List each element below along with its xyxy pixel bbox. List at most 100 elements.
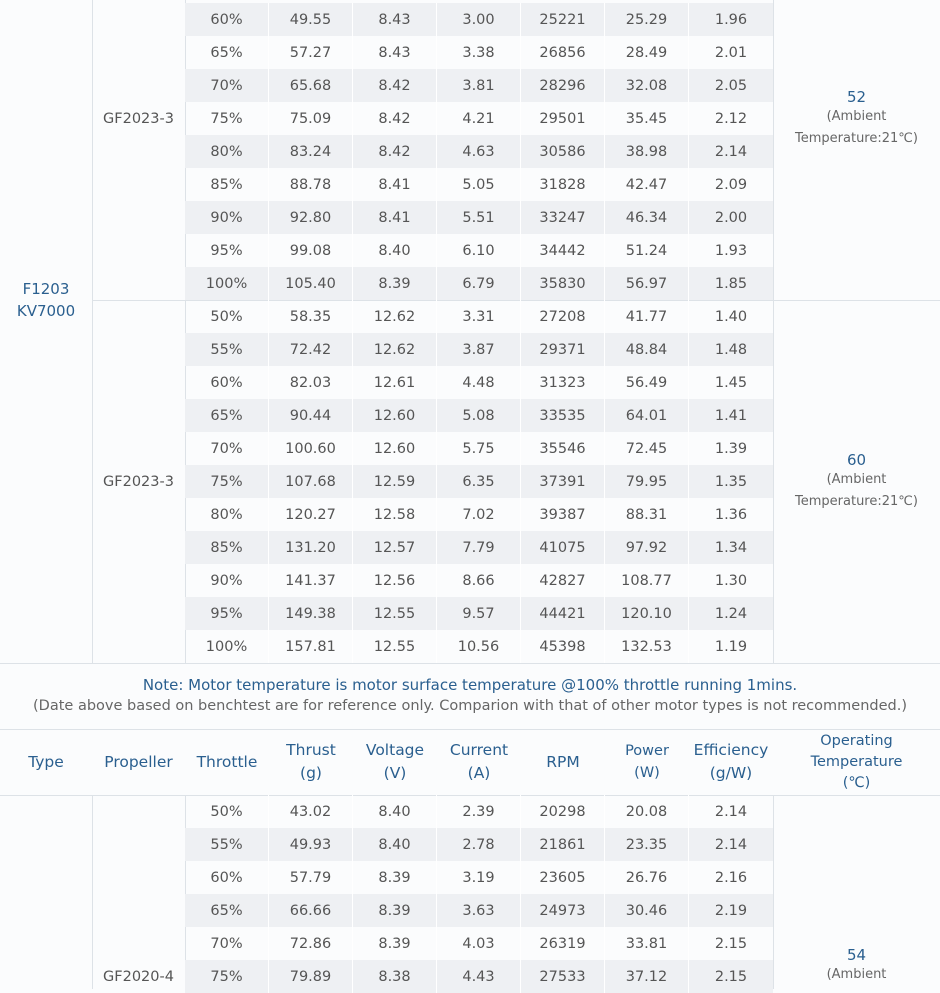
rpm-cell: 31828 [521, 168, 605, 201]
power-cell: 37.12 [605, 960, 689, 993]
throttle-cell: 90% [185, 201, 269, 234]
thrust-cell: 107.68 [269, 465, 353, 498]
power-cell: 28.49 [605, 36, 689, 69]
header-propeller: Propeller [104, 752, 173, 771]
table-row: 65% 90.44 12.60 5.08 33535 64.01 1.41 [185, 399, 773, 432]
rpm-cell: 42827 [521, 564, 605, 597]
voltage-cell: 8.43 [353, 3, 437, 36]
rpm-cell: 45398 [521, 630, 605, 663]
propeller-label: GF2023-3 [103, 473, 174, 490]
row-divider [0, 729, 940, 730]
propeller-cell: GF2023-3 [92, 465, 185, 498]
propeller-cell: GF2020-4 [92, 960, 185, 993]
rpm-cell: 39387 [521, 498, 605, 531]
motor-kv: KV7000 [16, 302, 76, 320]
ambient-temperature: Temperature:21℃) [795, 494, 918, 509]
power-cell: 35.45 [605, 102, 689, 135]
efficiency-cell: 1.45 [714, 374, 748, 391]
table-row: 85% 88.78 8.41 5.05 31828 42.47 2.09 [185, 168, 773, 201]
efficiency-cell: 1.41 [714, 407, 748, 424]
efficiency-cell: 1.93 [714, 242, 748, 259]
header-voltage-label: Voltage [365, 741, 425, 759]
table-row: 75% 79.89 8.38 4.43 27533 37.12 2.15 [185, 960, 773, 993]
voltage-cell: 8.42 [353, 102, 437, 135]
thrust-cell: 79.89 [269, 960, 353, 993]
table-row: 65% 57.27 8.43 3.38 26856 28.49 2.01 [185, 36, 773, 69]
efficiency-cell: 2.14 [714, 836, 748, 853]
header-power: Power (W) [605, 729, 689, 795]
row-divider [0, 795, 940, 796]
current-cell: 5.05 [437, 168, 521, 201]
column-divider [185, 0, 186, 663]
current-cell: 6.79 [437, 267, 521, 300]
voltage-cell: 8.39 [353, 894, 437, 927]
table-row: 65% 66.66 8.39 3.63 24973 30.46 2.19 [185, 894, 773, 927]
table-row: 70% 65.68 8.42 3.81 28296 32.08 2.05 [185, 69, 773, 102]
voltage-cell: 12.58 [353, 498, 437, 531]
propeller-label: GF2023-3 [103, 110, 174, 127]
efficiency-cell: 2.14 [714, 803, 748, 820]
header-voltage-unit: (V) [383, 764, 407, 782]
voltage-cell: 8.41 [353, 168, 437, 201]
table-row: 90% 141.37 12.56 8.66 42827 108.77 1.30 [185, 564, 773, 597]
header-power-unit: (W) [634, 765, 660, 781]
thrust-cell: 82.03 [269, 366, 353, 399]
column-divider [185, 795, 186, 989]
table-row: 95% 149.38 12.55 9.57 44421 120.10 1.24 [185, 597, 773, 630]
thrust-cell: 43.02 [269, 795, 353, 828]
current-cell: 5.08 [437, 399, 521, 432]
throttle-cell: 65% [185, 894, 269, 927]
throttle-cell: 65% [185, 399, 269, 432]
header-rpm: RPM [546, 752, 580, 771]
rpm-cell: 26856 [521, 36, 605, 69]
header-efficiency-label: Efficiency [693, 741, 769, 759]
efficiency-cell: 1.48 [714, 341, 748, 358]
power-cell: 38.98 [605, 135, 689, 168]
voltage-cell: 12.55 [353, 630, 437, 663]
rpm-cell: 34442 [521, 234, 605, 267]
efficiency-cell: 1.85 [714, 275, 748, 292]
current-cell: 3.38 [437, 36, 521, 69]
power-cell: 33.81 [605, 927, 689, 960]
power-cell: 79.95 [605, 465, 689, 498]
current-cell: 3.19 [437, 861, 521, 894]
power-cell: 72.45 [605, 432, 689, 465]
throttle-cell: 70% [185, 927, 269, 960]
throttle-cell: 70% [185, 432, 269, 465]
propeller-cell: GF2023-3 [92, 102, 185, 135]
thrust-cell: 72.42 [269, 333, 353, 366]
thrust-cell: 120.27 [269, 498, 353, 531]
current-cell: 8.66 [437, 564, 521, 597]
voltage-cell: 8.40 [353, 795, 437, 828]
throttle-cell: 60% [185, 366, 269, 399]
voltage-cell: 8.42 [353, 69, 437, 102]
rpm-cell: 33247 [521, 201, 605, 234]
efficiency-cell: 2.16 [714, 869, 748, 886]
thrust-cell: 57.79 [269, 861, 353, 894]
current-cell: 4.03 [437, 927, 521, 960]
rpm-cell: 30586 [521, 135, 605, 168]
power-cell: 25.29 [605, 3, 689, 36]
rpm-cell: 27533 [521, 960, 605, 993]
voltage-cell: 12.59 [353, 465, 437, 498]
throttle-cell: 85% [185, 531, 269, 564]
efficiency-cell: 2.12 [714, 110, 748, 127]
table-row: 55% 72.42 12.62 3.87 29371 48.84 1.48 [185, 333, 773, 366]
throttle-cell: 70% [185, 69, 269, 102]
power-cell: 120.10 [605, 597, 689, 630]
current-cell: 2.78 [437, 828, 521, 861]
voltage-cell: 8.42 [353, 135, 437, 168]
efficiency-cell: 2.05 [714, 77, 748, 94]
rpm-cell: 20298 [521, 795, 605, 828]
current-cell: 2.39 [437, 795, 521, 828]
efficiency-cell: 1.24 [714, 605, 748, 622]
thrust-cell: 99.08 [269, 234, 353, 267]
thrust-cell: 49.93 [269, 828, 353, 861]
table-row: 60% 82.03 12.61 4.48 31323 56.49 1.45 [185, 366, 773, 399]
efficiency-cell: 1.35 [714, 473, 748, 490]
throttle-cell: 60% [185, 3, 269, 36]
motor-name: F1203 [22, 280, 70, 298]
table-row: 60% 57.79 8.39 3.19 23605 26.76 2.16 [185, 861, 773, 894]
current-cell: 7.79 [437, 531, 521, 564]
thrust-cell: 100.60 [269, 432, 353, 465]
